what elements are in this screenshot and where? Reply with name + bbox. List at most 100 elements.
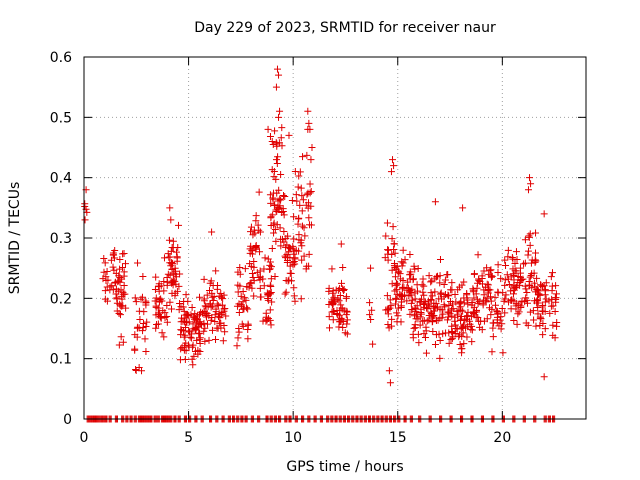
data-point [532,322,540,330]
data-point [297,295,305,303]
data-point [384,321,392,329]
data-point [491,301,499,309]
data-point [235,308,243,316]
data-point [101,287,109,295]
data-point [292,246,300,254]
data-point [239,298,247,306]
data-point [186,333,194,341]
data-point [408,306,416,314]
data-point [509,265,517,273]
data-point [325,313,333,321]
data-point [428,292,436,300]
data-point [290,284,298,292]
data-point [488,272,496,280]
data-point [391,273,399,281]
data-point [448,279,456,287]
data-point [523,299,531,307]
data-point [539,331,547,339]
data-point [498,304,506,312]
data-point [440,281,448,289]
data-point [511,284,519,292]
data-point [121,260,129,268]
data-point [158,297,166,305]
data-point [522,294,530,302]
data-point [515,308,523,316]
data-point [393,262,401,270]
data-point [209,297,217,305]
data-point [116,256,124,264]
data-point [480,267,488,275]
data-point [390,162,398,170]
data-point [268,137,276,145]
data-point [406,250,414,258]
data-point [494,310,502,318]
data-point [285,131,293,139]
data-point [383,292,391,300]
data-point [526,273,534,281]
data-point [207,277,215,285]
data-point [290,250,298,258]
data-point [233,342,241,350]
data-point [527,180,535,188]
data-point [384,246,392,254]
data-point [406,271,414,279]
data-point [325,287,333,295]
data-point [390,240,398,248]
data-point [241,265,249,273]
x-axis-label: GPS time / hours [286,459,403,475]
data-point [445,302,453,309]
data-point [305,221,313,229]
data-point [298,207,306,215]
data-point [420,282,428,290]
data-point [337,240,345,248]
data-point [160,254,168,262]
data-point [203,309,211,317]
data-point [152,324,160,332]
data-point [289,242,297,250]
data-point [190,352,198,360]
data-point [217,319,225,327]
data-point [534,290,542,298]
data-point [369,340,377,348]
data-point [385,367,393,375]
data-point [167,260,175,268]
data-point [193,336,201,344]
data-point [343,316,351,324]
data-point [486,267,494,275]
data-point [436,255,444,263]
data-point [335,297,343,305]
data-point [463,291,471,299]
data-point [537,281,545,289]
data-point [459,329,467,337]
data-point [139,272,147,280]
data-point [366,299,374,307]
y-tick-label: 0.6 [50,50,72,66]
data-point [298,256,306,264]
data-point [106,286,114,294]
data-point [487,297,495,305]
data-point [131,331,139,339]
data-point [425,272,433,280]
data-point [463,296,471,304]
data-point [422,349,430,357]
data-point [549,302,557,310]
data-point [305,262,313,270]
data-point [329,308,337,316]
data-point [305,214,313,222]
data-point [269,211,277,219]
data-point [237,292,245,300]
data-point [533,274,541,282]
data-point [446,310,454,318]
data-point [329,316,337,324]
data-point [116,265,124,273]
data-point [234,281,242,289]
data-point [384,305,392,313]
data-point [521,259,529,267]
data-point [167,247,175,255]
data-point [248,270,256,278]
data-point [171,289,179,297]
data-point [474,251,482,259]
data-point [389,156,397,164]
data-point [504,253,512,261]
data-point [407,288,415,296]
